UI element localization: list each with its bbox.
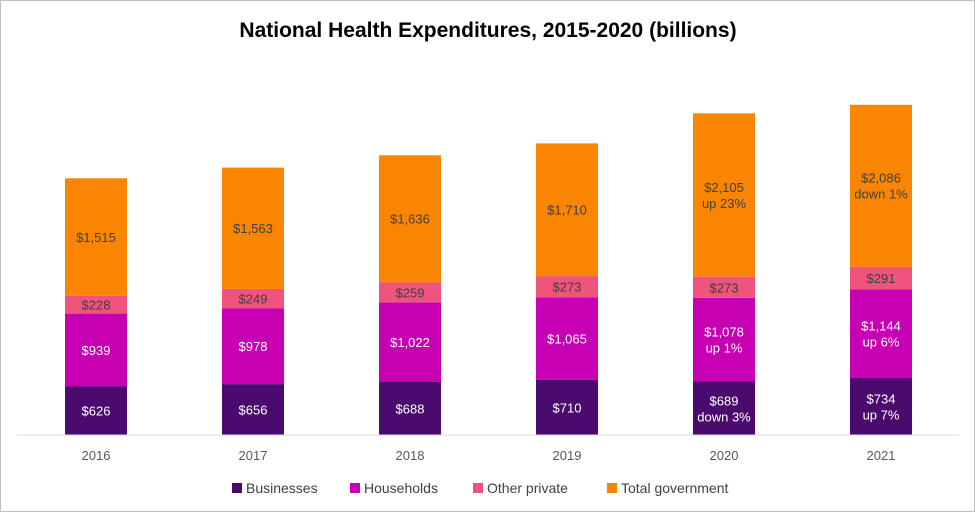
data-label-businesses-2021: $734 up 7% [863,392,900,423]
bar-segment-businesses-2020 [693,381,755,435]
data-label-total-government-2016: $1,515 [76,230,116,245]
bar-segment-households-2018 [379,302,441,382]
data-label-businesses-2017: $656 [239,403,268,418]
legend-label-other-private: Other private [487,480,568,496]
data-label-households-2016: $939 [82,343,111,358]
data-label-total-government-2018: $1,636 [390,212,430,227]
bar-segment-total-government-2021 [850,104,912,267]
bar-segment-other-private-2021 [850,266,912,290]
legend-swatch-total-government [607,483,617,493]
bar-segment-other-private-2016 [65,295,127,314]
data-label-households-2020: $1,078 up 1% [704,325,744,356]
bar-segment-households-2019 [536,297,598,380]
x-tick-label-2020: 2020 [710,448,739,463]
bar-segment-other-private-2018 [379,282,441,303]
bar-segment-businesses-2017 [222,384,284,435]
data-label-other-private-2018: $259 [396,285,425,300]
x-tick-label-2021: 2021 [867,448,896,463]
legend: Businesses Households Other private Total g… [232,480,729,496]
bars-layer: $626 $939 $228 $1,515 $656 $978 $249 $1,563 $688… [65,104,912,435]
legend-swatch-businesses [232,483,242,493]
legend-label-businesses: Businesses [246,480,318,496]
bar-segment-total-government-2017 [222,167,284,289]
data-label-total-government-2017: $1,563 [233,221,273,236]
bar-segment-businesses-2016 [65,386,127,435]
x-tick-label-2017: 2017 [239,448,268,463]
data-label-other-private-2016: $228 [82,298,111,313]
bar-segment-businesses-2019 [536,379,598,435]
bar-segment-households-2021 [850,289,912,379]
data-label-other-private-2020: $273 [710,280,739,295]
bar-segment-households-2017 [222,308,284,385]
data-label-other-private-2017: $249 [239,292,268,307]
data-label-households-2018: $1,022 [390,335,430,350]
x-tick-label-2016: 2016 [82,448,111,463]
data-label-total-government-2019: $1,710 [547,203,587,218]
data-label-businesses-2018: $688 [396,401,425,416]
x-tick-label-2018: 2018 [396,448,425,463]
bar-segment-households-2020 [693,297,755,382]
legend-label-total-government: Total government [621,480,729,496]
bar-segment-other-private-2020 [693,276,755,298]
bar-segment-businesses-2021 [850,378,912,435]
data-label-other-private-2021: $291 [867,271,896,286]
bar-segment-total-government-2016 [65,178,127,296]
data-label-businesses-2019: $710 [553,401,582,416]
bar-segment-other-private-2017 [222,288,284,309]
data-label-households-2021: $1,144 up 6% [861,319,901,350]
bar-segment-total-government-2018 [379,155,441,283]
x-tick-labels: 2016 2017 2018 2019 2020 2021 [82,448,896,463]
legend-swatch-households [350,483,360,493]
data-label-total-government-2020: $2,105 up 23% [702,180,747,211]
bar-segment-total-government-2019 [536,143,598,277]
bar-segment-total-government-2020 [693,113,755,277]
data-label-households-2017: $978 [239,339,268,354]
bar-segment-households-2016 [65,313,127,387]
data-label-businesses-2016: $626 [82,404,111,419]
x-tick-label-2019: 2019 [553,448,582,463]
data-label-other-private-2019: $273 [553,280,582,295]
chart-title: National Health Expenditures, 2015-2020 … [239,19,736,42]
bar-segment-businesses-2018 [379,381,441,435]
legend-swatch-other-private [473,483,483,493]
data-label-households-2019: $1,065 [547,332,587,347]
data-label-businesses-2020: $689 down 3% [697,393,751,424]
data-label-total-government-2021: $2,086 down 1% [854,171,908,202]
bar-segment-other-private-2019 [536,276,598,298]
legend-label-households: Households [364,480,438,496]
